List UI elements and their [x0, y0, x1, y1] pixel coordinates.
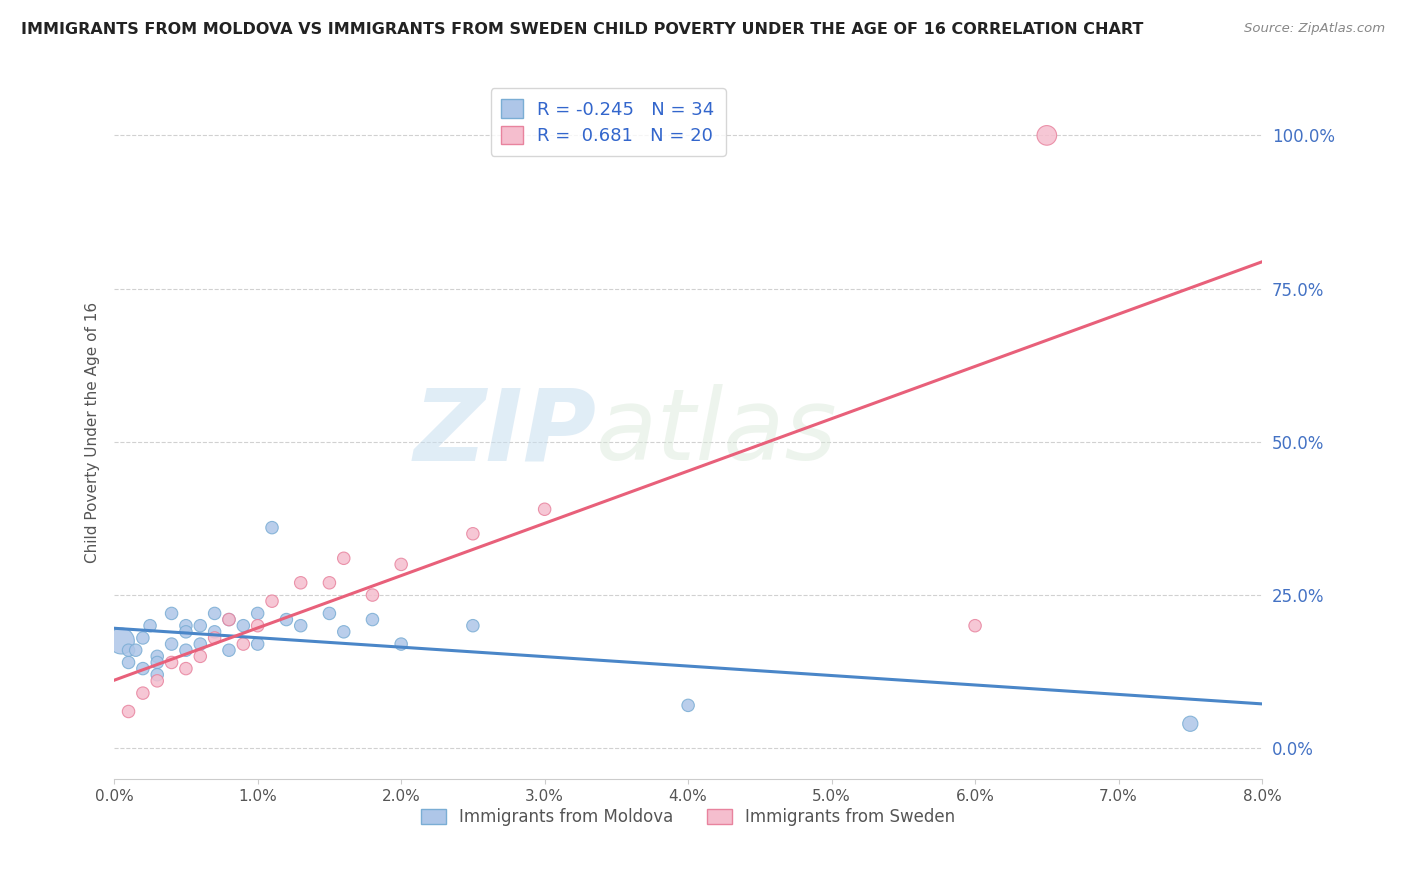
Text: Source: ZipAtlas.com: Source: ZipAtlas.com	[1244, 22, 1385, 36]
Point	[117, 656, 139, 670]
Point	[965, 618, 987, 632]
Point	[676, 698, 699, 713]
Point	[139, 618, 162, 632]
Text: IMMIGRANTS FROM MOLDOVA VS IMMIGRANTS FROM SWEDEN CHILD POVERTY UNDER THE AGE OF: IMMIGRANTS FROM MOLDOVA VS IMMIGRANTS FR…	[21, 22, 1143, 37]
Point	[204, 624, 226, 639]
Point	[117, 643, 139, 657]
Point	[160, 637, 183, 651]
Point	[188, 637, 211, 651]
Point	[218, 643, 240, 657]
Point	[160, 656, 183, 670]
Point	[361, 613, 384, 627]
Point	[160, 607, 183, 621]
Point	[110, 634, 132, 648]
Point	[218, 613, 240, 627]
Point	[204, 607, 226, 621]
Text: atlas: atlas	[596, 384, 838, 481]
Point	[188, 649, 211, 664]
Point	[117, 705, 139, 719]
Point	[146, 667, 169, 681]
Point	[146, 673, 169, 688]
Point	[1036, 128, 1059, 143]
Point	[361, 588, 384, 602]
Point	[132, 631, 155, 645]
Point	[125, 643, 148, 657]
Point	[276, 613, 298, 627]
Point	[232, 618, 254, 632]
Point	[533, 502, 555, 516]
Point	[246, 618, 269, 632]
Point	[290, 575, 312, 590]
Point	[246, 637, 269, 651]
Point	[318, 575, 340, 590]
Point	[232, 637, 254, 651]
Point	[332, 551, 354, 566]
Point	[389, 558, 412, 572]
Point	[260, 521, 283, 535]
Point	[146, 656, 169, 670]
Point	[204, 631, 226, 645]
Point	[461, 618, 484, 632]
Point	[174, 662, 197, 676]
Text: ZIP: ZIP	[413, 384, 596, 481]
Y-axis label: Child Poverty Under the Age of 16: Child Poverty Under the Age of 16	[86, 302, 100, 563]
Point	[290, 618, 312, 632]
Point	[174, 643, 197, 657]
Point	[1180, 716, 1202, 731]
Point	[132, 662, 155, 676]
Point	[174, 618, 197, 632]
Point	[260, 594, 283, 608]
Point	[461, 526, 484, 541]
Point	[332, 624, 354, 639]
Point	[246, 607, 269, 621]
Point	[218, 613, 240, 627]
Point	[132, 686, 155, 700]
Point	[146, 649, 169, 664]
Point	[389, 637, 412, 651]
Point	[318, 607, 340, 621]
Point	[188, 618, 211, 632]
Legend: Immigrants from Moldova, Immigrants from Sweden: Immigrants from Moldova, Immigrants from…	[415, 802, 962, 833]
Point	[174, 624, 197, 639]
